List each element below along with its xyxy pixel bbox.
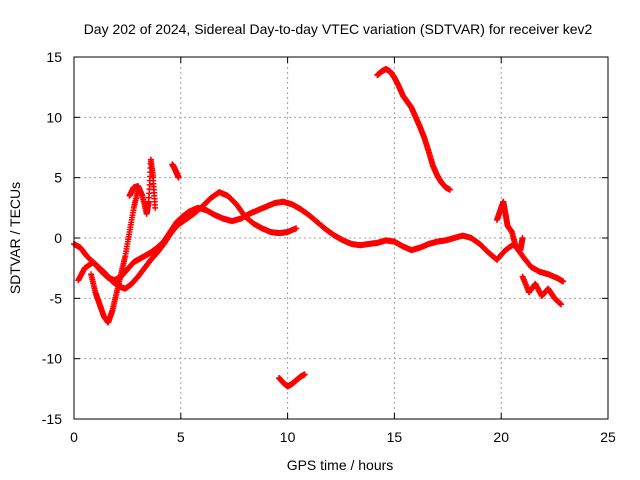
data-point <box>152 204 159 211</box>
y-tick-label: -15 <box>42 411 62 427</box>
data-point <box>519 235 526 241</box>
series-segment-f <box>374 66 453 193</box>
x-tick-label: 25 <box>600 429 616 445</box>
y-tick-label: -5 <box>50 290 63 306</box>
series-segment-h <box>493 198 526 254</box>
y-tick-label: -10 <box>42 351 62 367</box>
y-tick-label: 15 <box>46 49 62 65</box>
x-tick-label: 0 <box>70 429 78 445</box>
data-point <box>175 174 182 181</box>
x-tick-label: 10 <box>280 429 296 445</box>
series-segment-g <box>276 371 308 390</box>
data-point <box>558 301 565 308</box>
y-tick-label: 10 <box>46 109 62 125</box>
x-tick-label: 5 <box>177 429 185 445</box>
data-point <box>293 225 300 232</box>
data-point <box>560 278 567 285</box>
y-axis-label: SDTVAR / TECUs <box>7 182 23 294</box>
chart-title: Day 202 of 2024, Sidereal Day-to-day VTE… <box>84 21 593 37</box>
data-points <box>71 66 567 390</box>
data-point <box>446 186 453 193</box>
y-tick-label: 5 <box>54 170 62 186</box>
series-segment-d <box>126 156 159 217</box>
x-tick-label: 15 <box>387 429 403 445</box>
y-tick-label: 0 <box>54 230 62 246</box>
series-segment-e <box>169 161 182 181</box>
series-segment-b <box>75 189 300 292</box>
axes: 0 5 10 15 20 25 -15 -10 -5 0 5 10 15 <box>42 49 616 445</box>
x-axis-label: GPS time / hours <box>287 457 394 473</box>
data-point <box>301 371 308 378</box>
x-tick-label: 20 <box>493 429 509 445</box>
series-segment-i <box>519 273 565 308</box>
series-segment-c <box>88 186 142 326</box>
